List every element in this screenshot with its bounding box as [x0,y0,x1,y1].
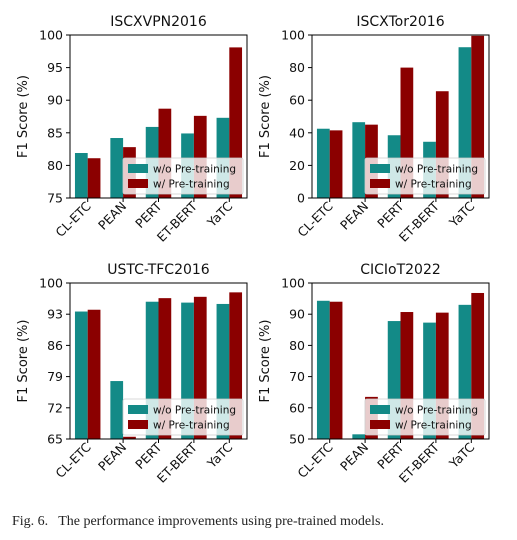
x-tick-label-pean: PEAN [95,440,129,474]
y-tick-label: 100 [281,276,305,291]
x-tick-label-yatc: YaTC [203,198,235,230]
y-tick-label: 75 [47,191,63,206]
y-axis-label: F1 Score (%) [258,75,273,158]
legend-box [364,398,486,436]
bar-wo-pean [110,381,124,439]
y-tick-label: 79 [47,369,63,384]
bar-wo-cl-etc [74,153,88,198]
y-tick-label: 100 [39,28,63,43]
bar-wo-pean [352,122,366,198]
legend-label-w: w/ Pre-training [153,179,230,191]
bar-wo-cl-etc [74,311,88,439]
y-tick-label: 60 [289,400,305,415]
x-tick-label-pert: PERT [374,439,407,472]
y-tick-label: 86 [47,338,63,353]
bar-w-cl-etc [329,301,343,439]
legend-swatch-wo [370,405,390,414]
y-tick-label: 60 [289,93,305,108]
bar-w-yatc [471,35,485,199]
legend-box [364,157,486,195]
legend: w/o Pre-training w/ Pre-training [122,398,244,436]
legend-swatch-w [370,420,390,429]
bar-wo-pean [352,434,366,439]
legend: w/o Pre-training w/ Pre-training [122,157,244,195]
x-tick-label-et-bert: ET-BERT [396,439,442,485]
legend-label-wo: w/o Pre-training [395,405,478,417]
chart-title: USTC-TFC2016 [107,262,210,278]
chart-panel-4: w/o Pre-training w/ Pre-training 50 60 70 80 9… [258,262,490,486]
y-tick-label: 100 [281,28,305,43]
legend-label-w: w/ Pre-training [395,420,472,432]
legend-box [122,398,244,436]
y-tick-label: 95 [47,60,63,75]
y-tick-label: 65 [47,432,63,447]
y-tick-label: 0 [297,191,305,206]
y-tick-label: 93 [47,307,63,322]
legend-swatch-wo [128,405,148,414]
legend-label-w: w/ Pre-training [395,179,472,191]
y-tick-label: 90 [289,307,305,322]
bar-w-cl-etc [87,158,101,198]
x-tick-label-pert: PERT [374,198,407,231]
legend-label-wo: w/o Pre-training [153,405,236,417]
y-tick-label: 80 [47,158,63,173]
bar-wo-pean [110,138,124,198]
chart-title: ISCXTor2016 [356,14,444,30]
legend-label-wo: w/o Pre-training [153,164,236,176]
chart-panel-3: w/o Pre-training w/ Pre-training 65 72 79 86 9… [16,262,248,486]
x-tick-label-yatc: YaTC [445,198,477,230]
caption-text: The performance improvements using pre-t… [58,514,384,529]
y-tick-label: 40 [289,125,305,140]
figure-caption: Fig. 6. The performance improvements usin… [12,514,384,530]
bar-w-cl-etc [329,130,343,198]
legend-swatch-wo [370,164,390,173]
legend-swatch-w [128,179,148,188]
y-tick-label: 85 [47,125,63,140]
x-tick-label-yatc: YaTC [445,439,477,471]
chart-panel-1: w/o Pre-training w/ Pre-training 75 80 85 90 9… [16,14,248,245]
chart-title: ISCXVPN2016 [110,14,207,30]
legend-label-w: w/ Pre-training [153,420,230,432]
x-tick-label-yatc: YaTC [203,439,235,471]
legend-swatch-w [370,179,390,188]
chart-panel-2: w/o Pre-training w/ Pre-training 0 20 40 60 80… [258,14,490,245]
x-tick-label-et-bert: ET-BERT [396,198,442,244]
x-tick-label-pean: PEAN [337,199,371,233]
legend: w/o Pre-training w/ Pre-training [364,398,486,436]
x-tick-label-et-bert: ET-BERT [154,439,200,485]
figure-grid: w/o Pre-training w/ Pre-training 75 80 85 90 9… [16,14,490,486]
y-tick-label: 70 [289,369,305,384]
y-tick-label: 80 [289,60,305,75]
bar-wo-cl-etc [316,128,330,198]
y-axis-label: F1 Score (%) [16,320,31,403]
x-tick-label-pean: PEAN [95,199,129,233]
y-tick-label: 72 [47,400,63,415]
y-tick-label: 100 [39,276,63,291]
legend-swatch-wo [128,164,148,173]
y-tick-label: 20 [289,158,305,173]
bar-wo-cl-etc [316,300,330,439]
y-tick-label: 80 [289,338,305,353]
x-tick-label-pean: PEAN [337,440,371,474]
x-tick-label-pert: PERT [132,198,165,231]
bar-w-pean [123,436,136,439]
bar-w-cl-etc [87,309,101,439]
chart-title: CICIoT2022 [360,262,441,278]
legend: w/o Pre-training w/ Pre-training [364,157,486,195]
y-tick-label: 90 [47,93,63,108]
x-tick-label-pert: PERT [132,439,165,472]
x-tick-label-et-bert: ET-BERT [154,198,200,244]
y-tick-label: 50 [289,432,305,447]
y-axis-label: F1 Score (%) [258,320,273,403]
legend-box [122,157,244,195]
legend-label-wo: w/o Pre-training [395,164,478,176]
legend-swatch-w [128,420,148,429]
caption-label: Fig. 6. [12,514,49,529]
y-axis-label: F1 Score (%) [16,75,31,158]
